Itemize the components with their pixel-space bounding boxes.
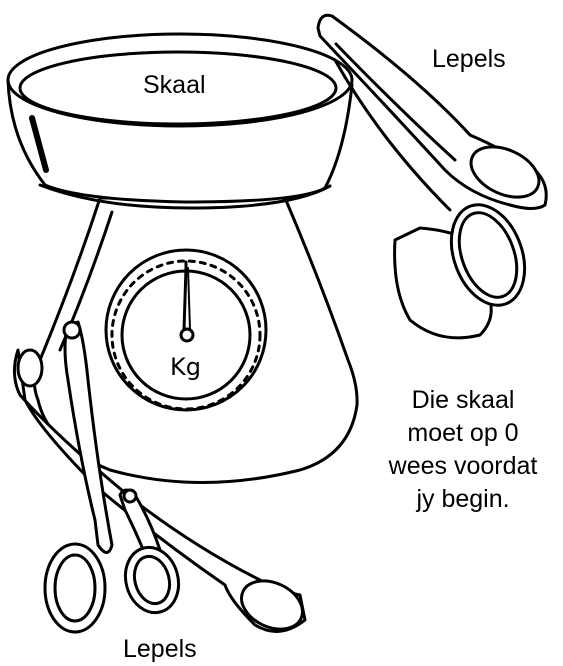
note-line: moet op 0	[407, 419, 519, 447]
note-line: wees voordat	[388, 452, 538, 480]
spoons-label-top: Lepels	[432, 45, 506, 73]
instruction-note: Die skaal moet op 0 wees voordat jy begi…	[368, 384, 558, 516]
note-line: jy begin.	[416, 485, 510, 513]
spoons-label-bottom: Lepels	[123, 635, 197, 663]
bowl-label: Skaal	[143, 71, 206, 99]
note-line: Die skaal	[411, 386, 515, 414]
measuring-cups	[316, 13, 548, 340]
bowl	[6, 32, 354, 210]
measuring-spoons	[13, 320, 307, 634]
scale-dial	[104, 248, 268, 412]
dial-unit-label: Kg	[170, 353, 201, 381]
